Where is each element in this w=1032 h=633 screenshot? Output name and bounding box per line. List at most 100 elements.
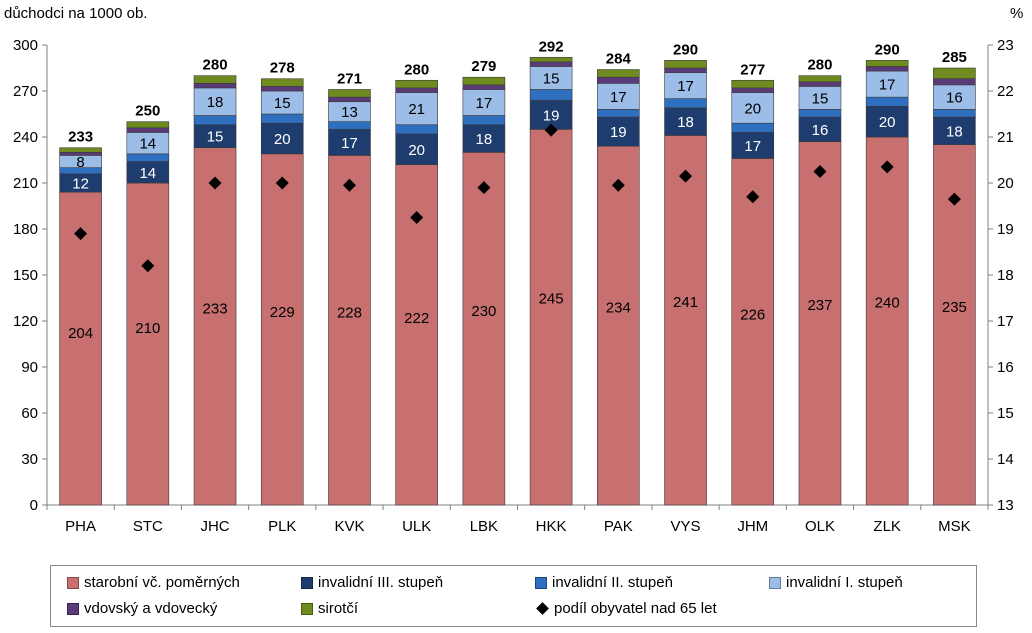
bar-segment (126, 127, 170, 133)
diamond-marker (544, 123, 558, 137)
y-right-tick-label: 20 (997, 175, 1014, 192)
y-right-tick-label: 17 (997, 313, 1014, 330)
bar-segment (933, 78, 976, 86)
diamond-marker (679, 169, 693, 183)
diamond-marker-icon (536, 602, 549, 615)
data-label: 20 (408, 142, 425, 159)
legend-item-invalidni-ii: invalidní II. stupeň (535, 574, 673, 591)
data-label: 16 (946, 90, 963, 107)
y-right-tick-label: 22 (997, 83, 1014, 100)
bar-segment (529, 61, 573, 67)
data-label: 241 (673, 294, 698, 311)
data-label: 18 (476, 131, 493, 148)
bar-segment (865, 136, 909, 506)
data-label: 237 (807, 297, 832, 314)
y-right-tick-label: 21 (997, 129, 1014, 146)
data-label: 234 (606, 300, 631, 317)
data-label: 20 (879, 114, 896, 131)
total-label: 250 (135, 103, 160, 120)
x-tick-label: MSK (938, 518, 971, 535)
bar-segment (664, 107, 707, 136)
bar-segment (462, 124, 506, 153)
data-label: 18 (207, 94, 224, 111)
legend-swatch (67, 576, 79, 589)
data-label: 240 (875, 295, 900, 312)
bar-segment (260, 122, 304, 155)
data-label: 245 (539, 290, 564, 307)
total-label: 292 (539, 38, 564, 55)
data-label: 15 (812, 90, 829, 107)
data-label: 20 (274, 131, 291, 148)
total-label: 284 (606, 51, 632, 68)
y-left-tick-label: 90 (21, 359, 38, 376)
bar-segment (731, 122, 775, 133)
diamond-marker (947, 192, 961, 206)
data-label: 14 (139, 136, 156, 153)
legend-swatch (301, 602, 313, 615)
data-label: 21 (408, 101, 425, 118)
bar-segment (529, 89, 573, 101)
diamond-marker (611, 178, 625, 192)
y-right-tick-label: 18 (997, 267, 1014, 284)
bar-segment (328, 96, 371, 103)
data-label: 233 (203, 301, 228, 318)
legend: starobní vč. poměrných invalidní III. st… (50, 565, 977, 627)
legend-item-invalidni-i: invalidní I. stupeň (769, 574, 903, 591)
x-tick-label: PAK (604, 518, 633, 535)
bar-segment (664, 60, 707, 69)
legend-swatch (67, 602, 79, 615)
legend-item-invalidni-iii: invalidní III. stupeň (301, 574, 443, 591)
y-left-tick-label: 210 (13, 175, 38, 192)
bar-segment (462, 152, 506, 506)
bar-segment (328, 155, 371, 506)
data-label: 229 (270, 304, 295, 321)
data-label: 18 (946, 123, 963, 140)
legend-label: invalidní III. stupeň (318, 574, 444, 591)
y-left-tick-label: 180 (13, 221, 38, 238)
y-right-tick-label: 15 (997, 405, 1014, 422)
data-label: 15 (207, 129, 224, 146)
bar-segment (865, 70, 909, 98)
bar-segment (597, 83, 640, 110)
bar-segment (462, 76, 506, 86)
y-right-axis-title: % (1010, 5, 1024, 22)
total-label: 279 (471, 58, 496, 75)
y-right-tick-label: 23 (997, 37, 1014, 54)
bar-segment (597, 145, 640, 506)
bar-segment (933, 109, 976, 118)
bar-segment (260, 113, 304, 124)
bar-segment (59, 152, 102, 156)
bar-segment (731, 158, 775, 506)
y-left-axis-title: důchodci na 1000 ob. (4, 5, 148, 22)
bar-segment (395, 124, 438, 135)
bar-segment (798, 81, 842, 87)
bar-segment (59, 191, 102, 506)
bar-segment (597, 76, 640, 84)
diamond-marker (208, 176, 222, 190)
bar-segment (126, 182, 170, 506)
bar-segment (731, 87, 775, 93)
total-label: 277 (740, 61, 765, 78)
total-label: 233 (68, 129, 93, 146)
bar-segment (664, 98, 707, 109)
data-label: 17 (610, 89, 627, 106)
bar-segment (462, 115, 506, 126)
legend-label: vdovský a vdovecký (84, 600, 218, 617)
data-label: 8 (76, 154, 84, 171)
x-tick-label: LBK (470, 518, 498, 535)
y-left-tick-label: 30 (21, 451, 38, 468)
bar-segment (260, 86, 304, 92)
legend-label: starobní vč. poměrných (84, 574, 240, 591)
bar-segment (597, 69, 640, 78)
total-label: 280 (807, 57, 832, 74)
bar-segment (126, 121, 170, 129)
total-label: 285 (942, 49, 967, 66)
bar-segment (933, 84, 976, 110)
x-tick-label: PLK (268, 518, 296, 535)
data-label: 210 (135, 320, 160, 337)
data-label: 235 (942, 299, 967, 316)
y-right-tick-label: 16 (997, 359, 1014, 376)
bar-segment (328, 129, 371, 156)
x-tick-label: ZLK (873, 518, 901, 535)
x-tick-label: OLK (805, 518, 835, 535)
